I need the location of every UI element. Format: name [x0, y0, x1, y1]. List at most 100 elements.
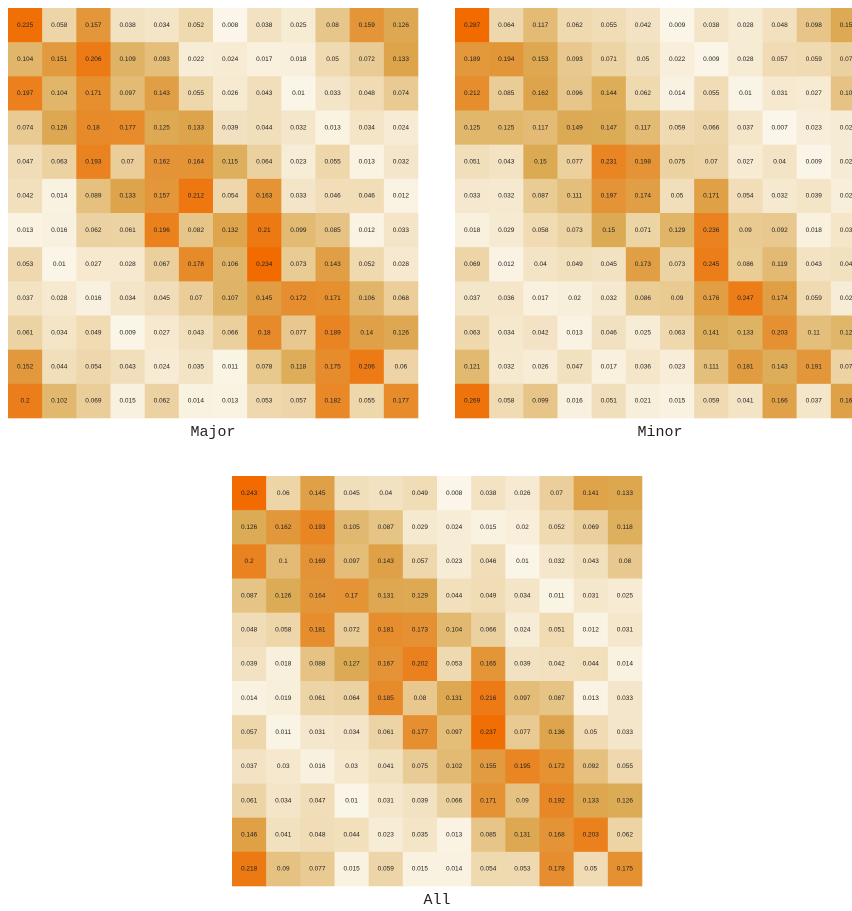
cell-label: 0.174	[771, 295, 788, 302]
heatmap-cell	[281, 383, 316, 419]
heatmap-cell	[591, 144, 627, 180]
heatmap-cell	[266, 749, 301, 784]
heatmap-cell	[232, 783, 267, 818]
cell-label: 0.071	[601, 56, 618, 63]
cell-label: 0.074	[393, 90, 410, 97]
heatmap-cell	[213, 178, 248, 214]
cell-label: 0.037	[464, 295, 481, 302]
cell-label: 0.033	[464, 193, 481, 200]
cell-label: 0.102	[446, 763, 463, 770]
cell-label: 0.042	[635, 22, 652, 29]
heatmap-cell	[334, 783, 369, 818]
cell-label: 0.178	[188, 261, 205, 268]
heatmap-cell	[489, 8, 524, 43]
heatmap-cell	[762, 383, 797, 419]
cell-label: 0.053	[256, 398, 273, 405]
cell-label: 0.049	[566, 261, 583, 268]
heatmap-cell	[437, 476, 472, 511]
cell-label: 0.078	[256, 363, 273, 370]
heatmap-cell	[694, 76, 729, 111]
cell-label: 0.043	[498, 158, 515, 165]
heatmap-cell	[830, 281, 852, 316]
cell-label: 0.18	[258, 329, 271, 336]
heatmap-cell	[489, 383, 524, 419]
heatmap-cell	[625, 42, 661, 77]
heatmap-cell	[76, 349, 111, 385]
heatmap-cell	[213, 383, 248, 419]
heatmap-cell	[144, 349, 180, 385]
cell-label: 0.05	[671, 193, 684, 200]
heatmap-cell	[796, 110, 832, 145]
cell-label: 0.162	[532, 90, 549, 97]
cell-label: 0.044	[256, 124, 273, 131]
cell-label: 0.009	[703, 56, 720, 63]
cell-label: 0.032	[771, 193, 788, 200]
cell-label: 0.127	[840, 329, 852, 336]
heatmap-cell	[573, 476, 609, 511]
cell-label: 0.11	[808, 329, 821, 336]
heatmap-cell	[76, 110, 111, 145]
cell-label: 0.027	[806, 90, 823, 97]
cell-label: 0.173	[412, 626, 429, 633]
heatmap-cell	[8, 8, 43, 43]
heatmap-cell	[830, 213, 852, 248]
heatmap-cell	[523, 110, 558, 145]
cell-label: 0.132	[222, 227, 239, 234]
cell-label: 0.042	[17, 193, 34, 200]
heatmap-cell	[232, 544, 267, 579]
heatmap-cell	[315, 281, 350, 316]
cell-label: 0.168	[548, 831, 565, 838]
heatmap-cell	[178, 349, 214, 385]
heatmap-cell	[315, 76, 350, 111]
heatmap-cell	[213, 42, 248, 77]
cell-label: 0.02	[516, 524, 529, 531]
heatmap-cell	[281, 315, 316, 350]
heatmap-cell	[660, 8, 695, 43]
cell-label: 0.049	[85, 329, 102, 336]
cell-label: 0.067	[154, 261, 171, 268]
cell-label: 0.191	[806, 363, 823, 370]
heatmap-cell	[402, 783, 438, 818]
heatmap-cell	[300, 851, 335, 887]
cell-label: 0.038	[256, 22, 273, 29]
cell-label: 0.099	[532, 398, 549, 405]
heatmap-cell	[489, 349, 524, 385]
cell-label: 0.066	[480, 626, 497, 633]
heatmap-cell	[728, 383, 763, 419]
heatmap-cell	[762, 8, 797, 43]
chart-title: Minor	[637, 424, 682, 441]
heatmap-cell	[625, 349, 661, 385]
heatmap-cell	[694, 110, 729, 145]
heatmap-cell	[539, 817, 574, 853]
cell-label: 0.052	[359, 261, 376, 268]
cell-label: 0.177	[393, 398, 410, 405]
cell-label: 0.032	[498, 193, 515, 200]
cell-label: 0.013	[566, 329, 583, 336]
heatmap-cell	[300, 612, 335, 648]
heatmap-cell	[349, 8, 385, 43]
heatmap-cell	[368, 646, 404, 682]
heatmap-cell	[660, 42, 695, 77]
heatmap-cell	[213, 281, 248, 316]
heatmap-cell	[247, 315, 282, 350]
cell-label: 0.1	[279, 558, 288, 565]
heatmap-cell	[830, 76, 852, 111]
heatmap-cell	[505, 749, 540, 784]
cell-label: 0.018	[275, 661, 292, 668]
cell-label: 0.105	[343, 524, 360, 531]
heatmap-cell	[573, 817, 609, 853]
cell-label: 0.245	[703, 261, 720, 268]
cell-label: 0.048	[241, 626, 258, 633]
cell-label: 0.155	[480, 763, 497, 770]
cell-label: 0.17	[345, 592, 358, 599]
heatmap-cell	[315, 213, 350, 248]
cell-label: 0.029	[498, 227, 515, 234]
heatmap-cell	[796, 315, 832, 350]
heatmap-cell	[247, 281, 282, 316]
cell-label: 0.024	[514, 626, 531, 633]
cell-label: 0.131	[446, 695, 463, 702]
heatmap-cell	[505, 681, 540, 716]
cell-label: 0.162	[275, 524, 292, 531]
cell-label: 0.038	[480, 490, 497, 497]
heatmap-cell	[471, 510, 506, 545]
